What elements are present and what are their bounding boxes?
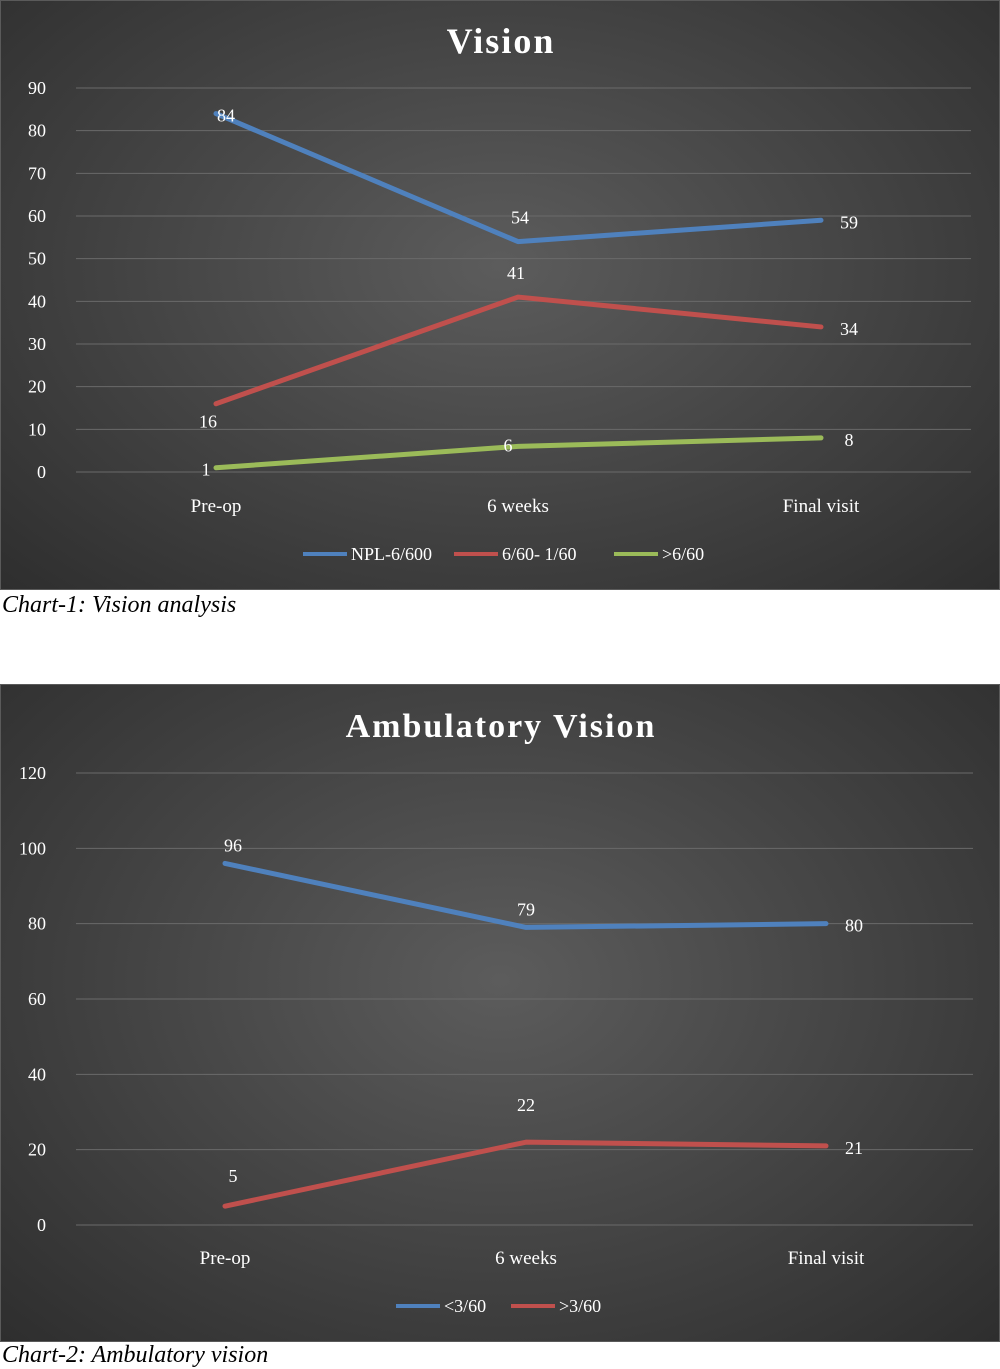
legend-label: NPL-6/600 — [351, 544, 432, 564]
y-tick-label: 90 — [28, 78, 46, 98]
y-tick-label: 70 — [28, 163, 46, 183]
x-tick-label: Final visit — [783, 496, 860, 517]
series-line-2 — [213, 435, 824, 471]
vision-chart-caption: Chart-1: Vision analysis — [2, 592, 237, 618]
data-label: 5 — [229, 1166, 238, 1186]
ambulatory-vision-chart-caption: Chart-2: Ambulatory vision — [2, 1342, 269, 1368]
series-line-0 — [222, 860, 829, 930]
data-label: 6 — [504, 435, 513, 455]
y-tick-label: 0 — [37, 1215, 46, 1235]
data-label: 22 — [517, 1095, 535, 1115]
y-tick-label: 20 — [28, 377, 46, 397]
y-tick-label: 50 — [28, 249, 46, 269]
data-label: 96 — [224, 835, 242, 855]
legend-label: <3/60 — [444, 1296, 486, 1316]
legend-label: >3/60 — [559, 1296, 601, 1316]
y-tick-label: 60 — [28, 989, 46, 1009]
y-tick-label: 100 — [19, 838, 46, 858]
y-tick-label: 120 — [19, 763, 46, 783]
data-label: 41 — [507, 263, 525, 283]
x-tick-label: 6 weeks — [487, 496, 549, 517]
chart-title: Ambulatory Vision — [346, 708, 657, 745]
series-line-1 — [222, 1139, 829, 1209]
data-label: 54 — [511, 208, 529, 228]
ambulatory-vision-chart-svg: Ambulatory Vision 0 20 40 60 80 100 120 Pre-op 6 … — [19, 708, 973, 1316]
data-label: 8 — [845, 430, 854, 450]
x-tick-label: Final visit — [788, 1248, 865, 1269]
data-label: 59 — [840, 212, 858, 232]
series-line-1 — [213, 294, 824, 407]
data-label: 34 — [840, 319, 858, 339]
series-line-0 — [213, 111, 824, 245]
ambulatory-vision-chart: Ambulatory Vision 0 20 40 60 80 100 120 Pre-op 6 … — [0, 684, 1000, 1342]
y-tick-label: 80 — [28, 121, 46, 141]
vision-chart: Vision 0 10 20 30 40 50 60 70 80 90 Pre-op 6 weeks Fi… — [0, 0, 1000, 590]
data-label: 21 — [845, 1138, 863, 1158]
y-tick-label: 60 — [28, 206, 46, 226]
x-tick-label: Pre-op — [191, 496, 242, 517]
data-label: 84 — [217, 106, 235, 126]
data-label: 16 — [199, 412, 217, 432]
x-tick-label: 6 weeks — [495, 1248, 557, 1269]
data-label: 1 — [202, 460, 211, 480]
y-tick-label: 0 — [37, 462, 46, 482]
vision-chart-svg: Vision 0 10 20 30 40 50 60 70 80 90 Pre-op 6 weeks Fi… — [28, 21, 971, 564]
y-tick-label: 80 — [28, 914, 46, 934]
y-tick-label: 30 — [28, 334, 46, 354]
y-tick-label: 10 — [28, 419, 46, 439]
chart-title: Vision — [447, 21, 556, 61]
legend-label: 6/60- 1/60 — [502, 544, 577, 564]
data-label: 80 — [845, 916, 863, 936]
y-tick-label: 40 — [28, 1064, 46, 1084]
data-label: 79 — [517, 899, 535, 919]
x-tick-label: Pre-op — [200, 1248, 251, 1269]
legend-label: >6/60 — [662, 544, 704, 564]
y-tick-label: 40 — [28, 291, 46, 311]
y-tick-label: 20 — [28, 1140, 46, 1160]
